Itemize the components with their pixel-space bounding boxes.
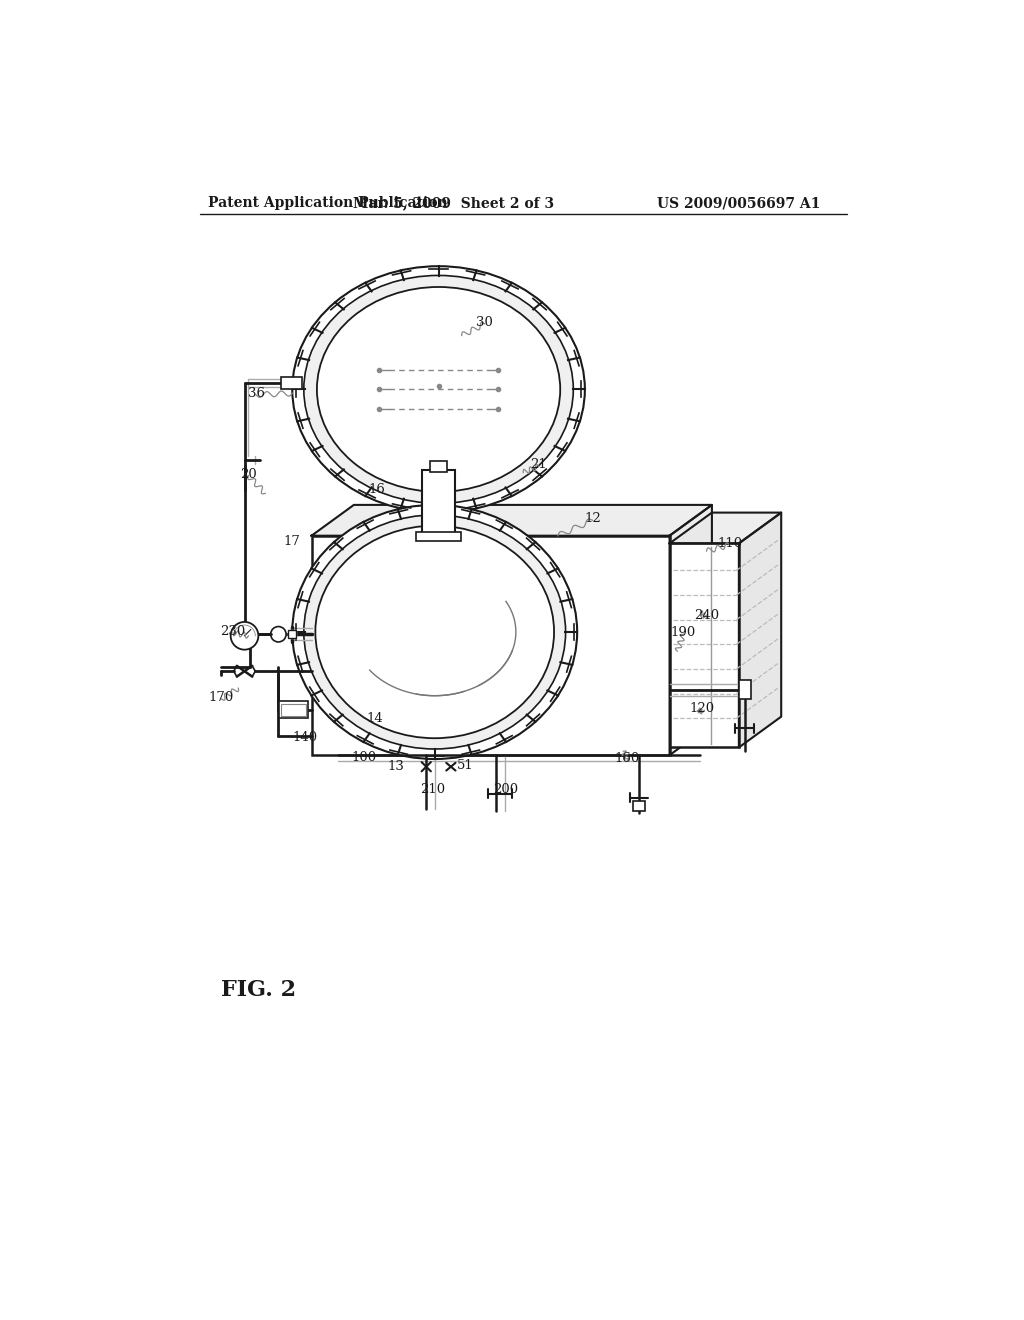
Polygon shape (670, 512, 781, 544)
Text: 140: 140 (292, 731, 317, 744)
Bar (280, 701, 308, 718)
Text: 14: 14 (367, 713, 383, 726)
Text: FIG. 2: FIG. 2 (221, 979, 297, 1001)
Text: 21: 21 (530, 458, 547, 471)
Text: 12: 12 (584, 512, 601, 525)
Text: US 2009/0056697 A1: US 2009/0056697 A1 (657, 197, 820, 210)
Ellipse shape (315, 525, 554, 738)
Bar (739, 681, 752, 700)
Ellipse shape (316, 286, 560, 492)
Text: 16: 16 (369, 483, 385, 496)
Text: 240: 240 (694, 610, 719, 622)
Text: 36: 36 (248, 387, 264, 400)
Bar (430, 461, 447, 471)
Bar (281, 378, 302, 389)
Text: 30: 30 (476, 315, 494, 329)
Text: 110: 110 (717, 537, 742, 550)
Ellipse shape (304, 276, 573, 503)
Text: 20: 20 (240, 467, 257, 480)
Text: 13: 13 (388, 760, 404, 774)
Polygon shape (739, 512, 781, 747)
Text: 51: 51 (457, 759, 474, 772)
Polygon shape (311, 506, 712, 536)
Text: Mar. 5, 2009  Sheet 2 of 3: Mar. 5, 2009 Sheet 2 of 3 (353, 197, 555, 210)
Bar (311, 536, 670, 755)
Bar (282, 704, 306, 715)
Text: Patent Application Publication: Patent Application Publication (208, 197, 447, 210)
Text: 230: 230 (220, 624, 246, 638)
Text: 17: 17 (284, 536, 301, 548)
Text: 160: 160 (614, 752, 640, 766)
Circle shape (230, 622, 258, 649)
Polygon shape (670, 506, 712, 755)
Text: 190: 190 (671, 626, 696, 639)
Text: 170: 170 (209, 690, 234, 704)
Text: 120: 120 (689, 702, 715, 714)
Text: 100: 100 (351, 751, 377, 764)
Bar (670, 544, 739, 747)
Bar (422, 470, 455, 540)
Text: 200: 200 (493, 783, 518, 796)
Ellipse shape (304, 515, 565, 748)
Ellipse shape (292, 267, 585, 512)
Bar (633, 801, 645, 810)
Bar (416, 532, 461, 541)
Ellipse shape (292, 506, 578, 759)
Text: 210: 210 (421, 783, 445, 796)
Circle shape (270, 627, 286, 642)
